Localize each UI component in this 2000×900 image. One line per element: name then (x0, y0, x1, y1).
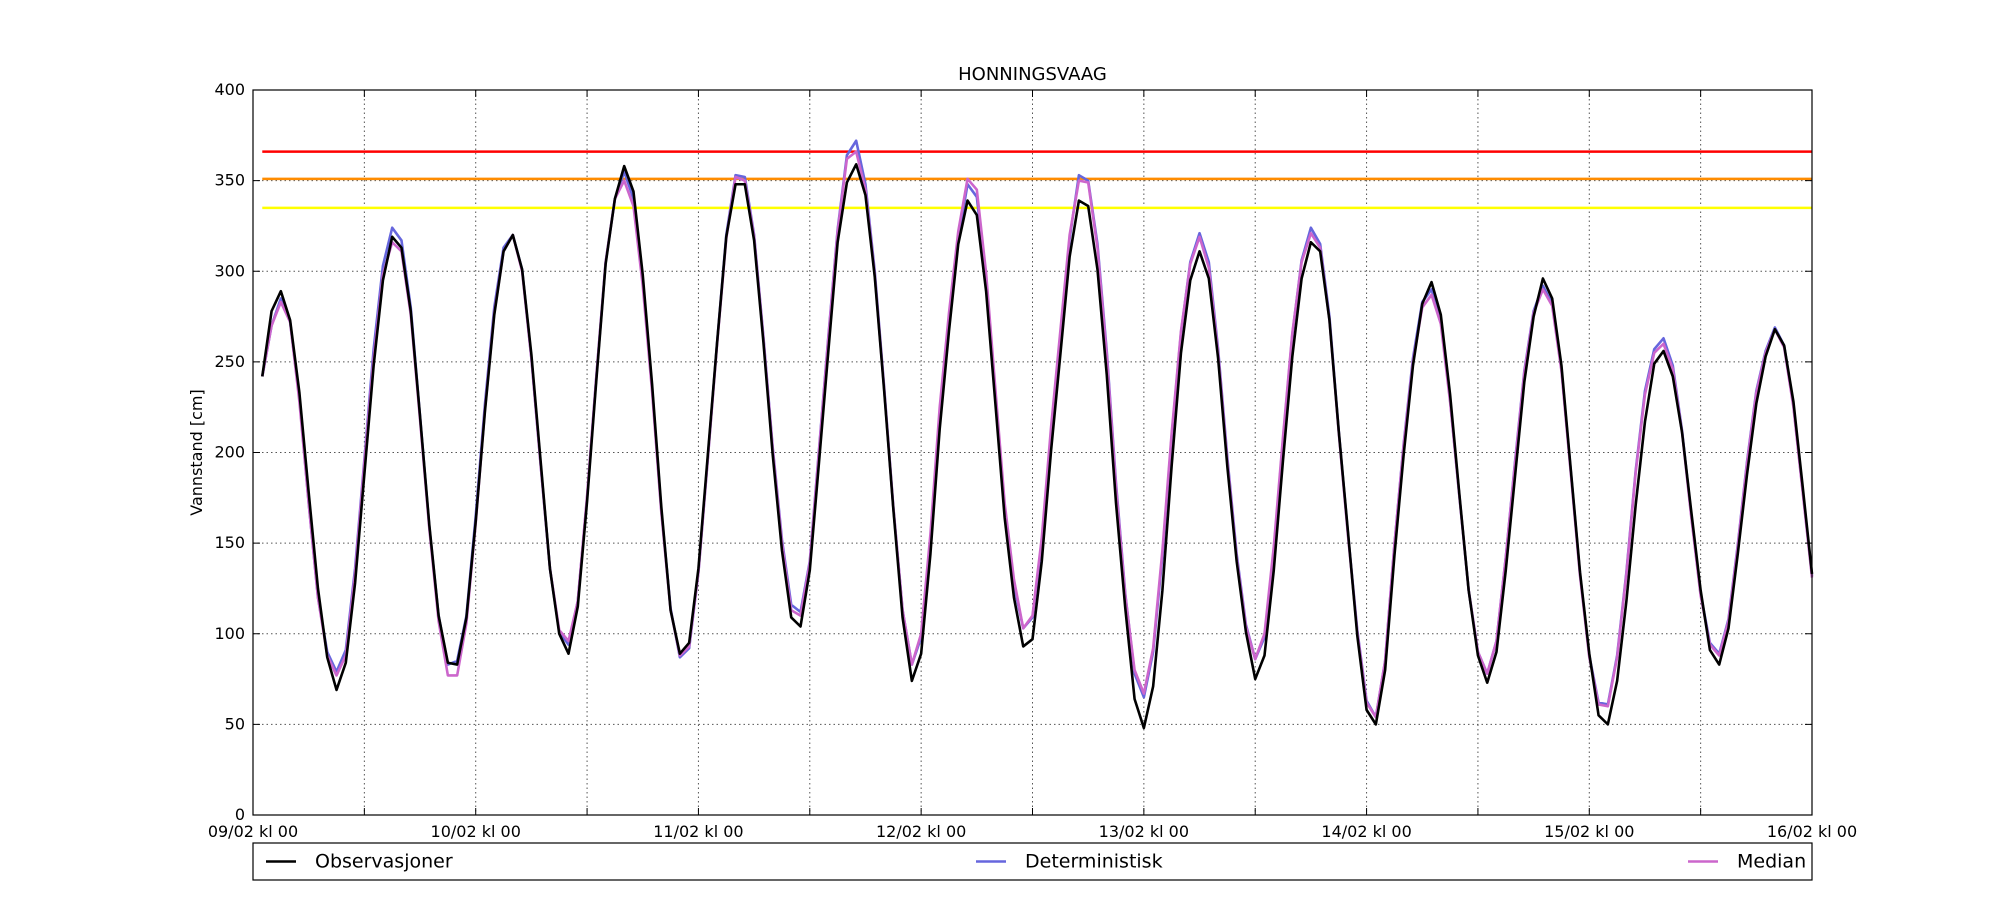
legend-label-median: Median (1737, 851, 1806, 873)
y-tick-label: 0 (235, 805, 245, 824)
x-axis: 09/02 kl 00 10/02 kl 00 11/02 kl 00 12/02 k… (208, 90, 1857, 841)
x-tick-label: 12/02 kl 00 (876, 822, 966, 841)
x-tick-label: 11/02 kl 00 (653, 822, 743, 841)
y-tick-label: 100 (214, 624, 245, 643)
series-lines (260, 139, 1814, 730)
y-tick-label: 50 (225, 714, 245, 733)
chart-title: HONNINGSVAAG (958, 64, 1107, 85)
legend-label-deterministisk: Deterministisk (1025, 851, 1163, 873)
y-tick-label: 200 (214, 443, 245, 462)
x-tick-label: 16/02 kl 00 (1767, 822, 1857, 841)
x-tick-label: 13/02 kl 00 (1099, 822, 1189, 841)
series-line-observasjoner (260, 163, 1814, 730)
x-tick-label: 15/02 kl 00 (1544, 822, 1634, 841)
y-axis-label: Vannstand [cm] (187, 389, 206, 515)
y-tick-label: 250 (214, 352, 245, 371)
legend: Observasjoner Deterministisk Median (252, 842, 1813, 881)
y-tick-label: 400 (214, 80, 245, 99)
y-tick-label: 300 (214, 261, 245, 280)
x-tick-label: 10/02 kl 00 (431, 822, 521, 841)
x-tick-label: 09/02 kl 00 (208, 822, 298, 841)
legend-label-observasjoner: Observasjoner (315, 851, 453, 873)
y-axis: 0 50 100 150 200 250 300 350 400 (214, 80, 1812, 824)
threshold-lines (262, 150, 1812, 210)
y-tick-label: 350 (214, 171, 245, 190)
legend-frame (252, 842, 1813, 881)
y-tick-label: 150 (214, 533, 245, 552)
x-tick-label: 14/02 kl 00 (1321, 822, 1411, 841)
